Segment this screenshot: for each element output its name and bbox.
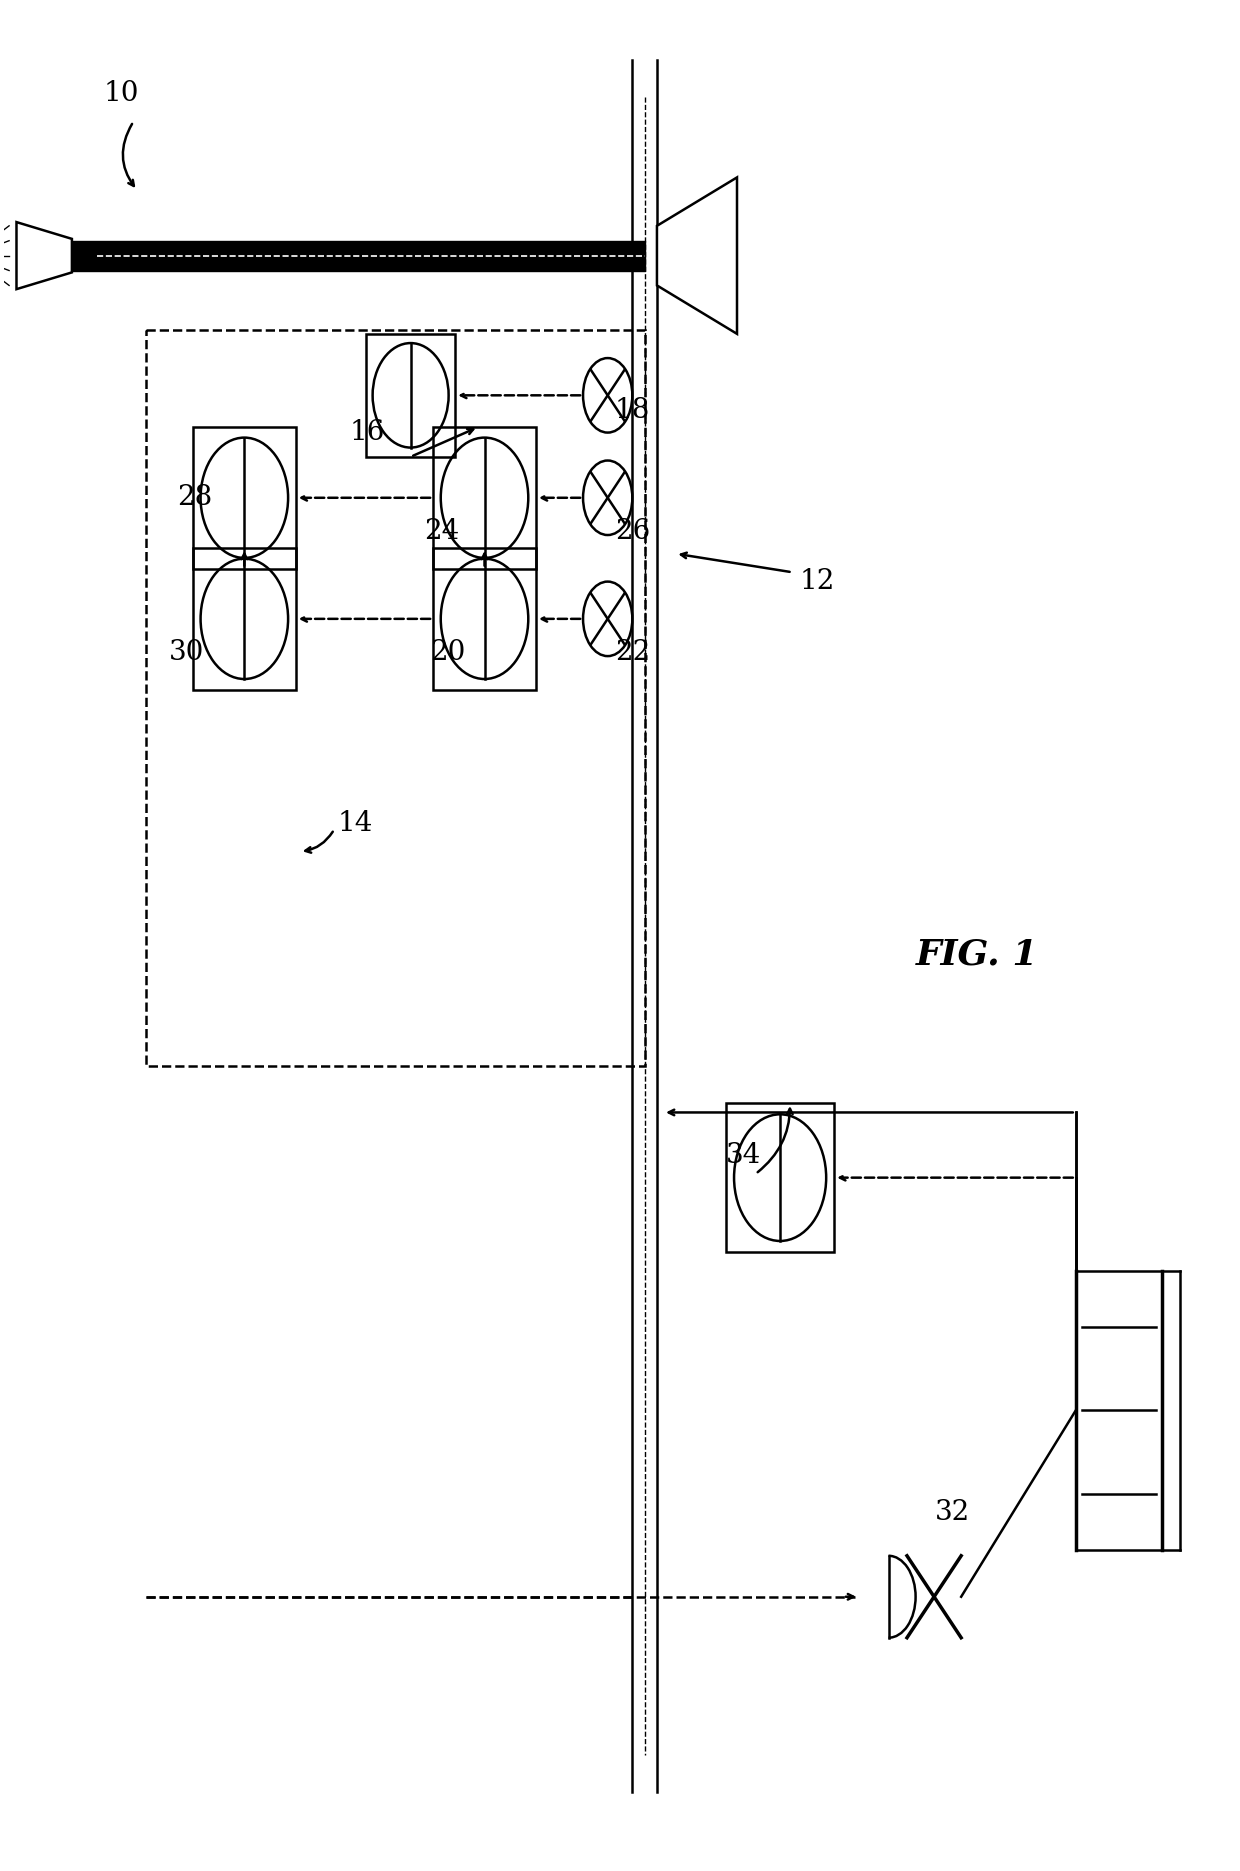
Text: 22: 22 [615, 638, 650, 666]
Polygon shape [16, 223, 72, 290]
Text: 20: 20 [430, 638, 465, 666]
Polygon shape [657, 178, 737, 333]
Text: 16: 16 [350, 419, 386, 445]
Bar [193, 548, 296, 690]
Text: 26: 26 [615, 518, 650, 544]
Bar [725, 1104, 835, 1252]
Bar [433, 427, 536, 569]
Text: FIG. 1: FIG. 1 [916, 937, 1038, 971]
Bar [366, 333, 455, 457]
Text: 18: 18 [615, 397, 650, 423]
Text: 24: 24 [424, 518, 459, 544]
Bar [433, 548, 536, 690]
Text: 30: 30 [169, 638, 205, 666]
Text: 34: 34 [725, 1141, 761, 1169]
Bar [1076, 1270, 1162, 1551]
Text: 12: 12 [800, 569, 835, 595]
Text: 32: 32 [935, 1499, 970, 1527]
Text: 10: 10 [103, 80, 139, 107]
Text: 14: 14 [337, 810, 373, 836]
Bar [193, 427, 296, 569]
Text: 28: 28 [177, 485, 213, 511]
